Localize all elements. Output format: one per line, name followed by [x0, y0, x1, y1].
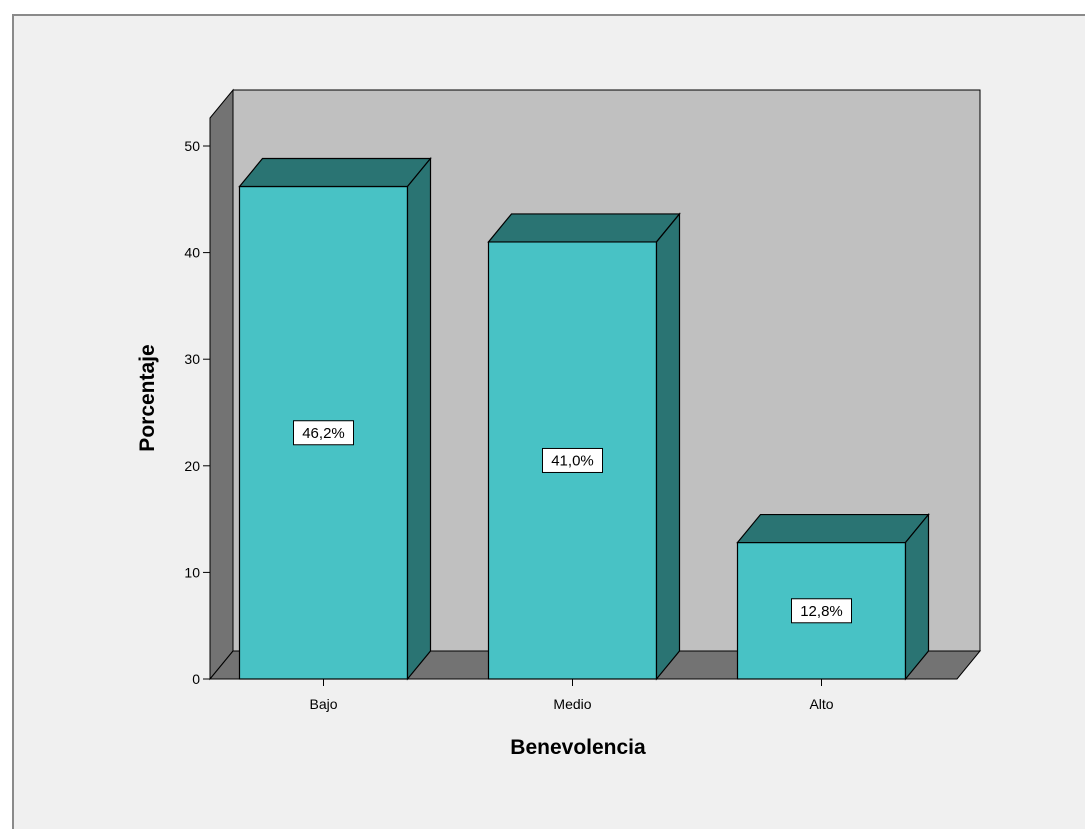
data-label: 41,0% — [551, 452, 594, 469]
y-tick-label: 30 — [184, 351, 200, 367]
bar: 46,2% — [238, 156, 432, 681]
y-tick-label: 20 — [184, 458, 200, 474]
bar-top — [487, 213, 681, 243]
bar-side — [655, 212, 681, 681]
x-tick-label: Alto — [809, 696, 833, 712]
data-label: 46,2% — [302, 425, 345, 442]
bar: 41,0% — [487, 212, 681, 681]
x-axis: Bajo Medio Alto — [309, 679, 834, 712]
bar-series: 46,2% 41,0% 12,8% — [238, 156, 930, 681]
y-axis-title: Porcentaje — [136, 344, 159, 451]
data-label-box — [293, 420, 354, 446]
data-label-box — [791, 598, 852, 624]
y-tick-label: 50 — [184, 138, 200, 154]
x-tick-label: Medio — [553, 696, 591, 712]
bar-top — [736, 513, 930, 544]
bar-side — [904, 512, 930, 681]
data-label: 12,8% — [800, 603, 843, 620]
side-wall — [209, 88, 234, 681]
y-tick-label: 10 — [184, 564, 200, 580]
bar: 12,8% — [736, 512, 930, 681]
y-tick-label: 40 — [184, 245, 200, 261]
y-tick-label: 0 — [192, 671, 200, 687]
x-tick-label: Bajo — [309, 696, 337, 712]
y-axis: 0 10 20 30 40 50 — [184, 138, 210, 687]
x-axis-title: Benevolencia — [510, 736, 646, 759]
bar-side — [406, 156, 432, 681]
bar-top — [238, 157, 432, 188]
data-label-box — [542, 447, 603, 473]
